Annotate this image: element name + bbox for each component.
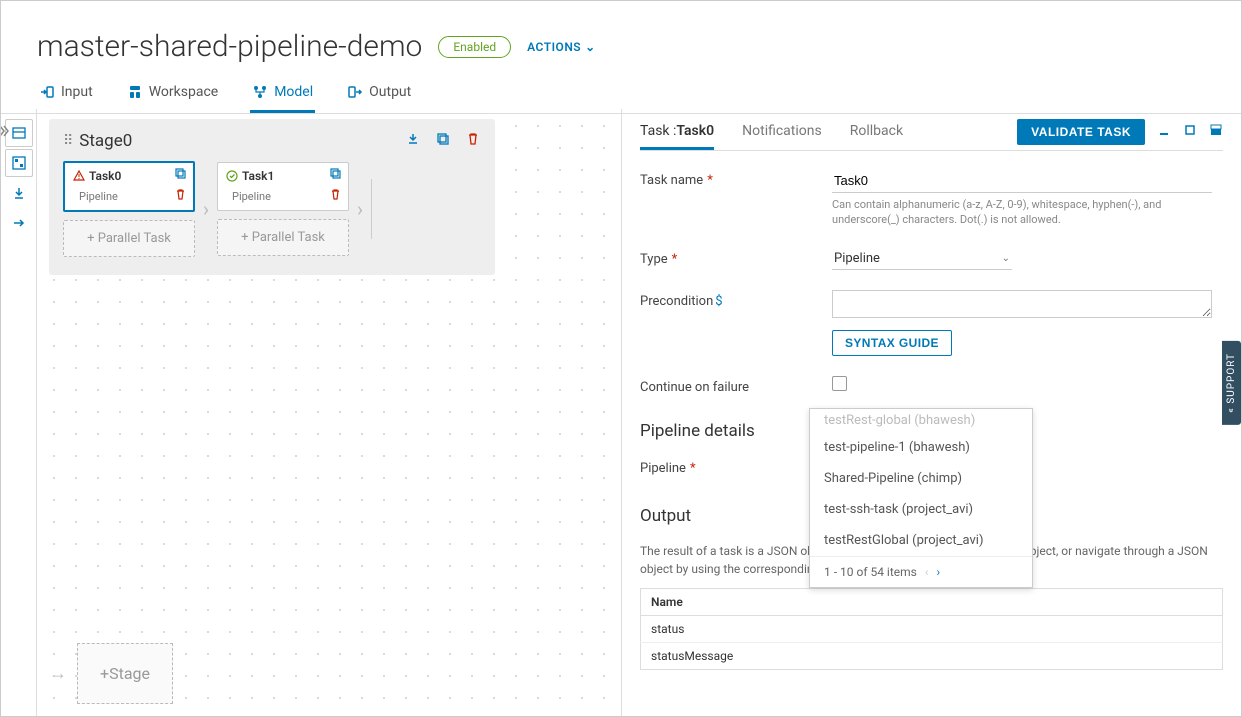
arrow-icon: →: [49, 663, 67, 684]
precondition-input[interactable]: [832, 290, 1212, 318]
task-copy-icon[interactable]: [329, 167, 342, 184]
arrow-icon: ›: [357, 197, 363, 221]
task-delete-icon[interactable]: [329, 188, 342, 205]
add-stage-button[interactable]: +Stage: [77, 643, 173, 704]
tab-output-label: Output: [369, 84, 411, 100]
precondition-label: Precondition$: [640, 290, 832, 356]
page-title: master-shared-pipeline-demo: [37, 29, 422, 64]
support-label: SUPPORT: [1226, 353, 1237, 404]
tab-model[interactable]: Model: [250, 76, 315, 113]
add-parallel-task-button[interactable]: + Parallel Task: [63, 220, 195, 257]
maximize-icon[interactable]: [1183, 123, 1197, 141]
panel-tab-task[interactable]: Task :Task0: [640, 119, 714, 150]
syntax-guide-button[interactable]: SYNTAX GUIDE: [832, 330, 952, 356]
rail-arrow-icon[interactable]: [5, 209, 33, 237]
type-label: Type*: [640, 248, 832, 270]
output-table: Name status statusMessage: [640, 588, 1223, 670]
chevron-down-icon: ⌄: [1002, 253, 1010, 264]
dropdown-item[interactable]: test-pipeline-1 (bhawesh): [810, 432, 1032, 463]
panel-tab-rollback[interactable]: Rollback: [850, 119, 903, 150]
stage-delete-icon[interactable]: [465, 131, 481, 151]
type-select[interactable]: Pipeline ⌄: [832, 248, 1012, 270]
pager-next-icon[interactable]: ›: [936, 565, 940, 579]
output-icon: [347, 84, 363, 100]
task-name-help: Can contain alphanumeric (a-z, A-Z, 0-9)…: [832, 197, 1212, 228]
dropdown-item[interactable]: test-ssh-task (project_avi): [810, 494, 1032, 525]
layout-icon[interactable]: [1209, 123, 1223, 141]
task-name: Task0: [89, 169, 121, 183]
dropdown-item[interactable]: testRest-global (bhawesh): [810, 409, 1032, 432]
add-parallel-task-button[interactable]: + Parallel Task: [217, 219, 349, 256]
dropdown-pagination: 1 - 10 of 54 items: [824, 565, 917, 579]
stage-end-icon: [371, 179, 372, 239]
table-row: statusMessage: [641, 642, 1223, 669]
dropdown-item[interactable]: Shared-Pipeline (chimp): [810, 463, 1032, 494]
ok-icon: [226, 170, 238, 182]
task-copy-icon[interactable]: [174, 167, 187, 184]
task-name-label: Task name*: [640, 169, 832, 228]
stage-title: Stage0: [79, 131, 132, 151]
panel-tab-task-prefix: Task :: [640, 123, 676, 139]
tab-input-label: Input: [61, 84, 93, 100]
task-name: Task1: [242, 169, 274, 183]
arrow-icon: ›: [203, 197, 209, 221]
continue-checkbox[interactable]: [832, 376, 847, 391]
support-tab[interactable]: « SUPPORT: [1222, 341, 1241, 425]
tab-workspace-label: Workspace: [149, 84, 219, 100]
dropdown-item[interactable]: testRestGlobal (project_avi): [810, 525, 1032, 556]
type-value: Pipeline: [834, 251, 880, 266]
rail-download-icon[interactable]: [5, 179, 33, 207]
validate-task-button[interactable]: VALIDATE TASK: [1017, 119, 1145, 145]
actions-menu[interactable]: ACTIONS ⌄: [527, 40, 596, 54]
task-card-task1[interactable]: Task1 Pipeline: [217, 162, 349, 211]
warning-icon: [73, 170, 85, 182]
continue-label: Continue on failure: [640, 376, 832, 395]
task-type-label: Pipeline: [232, 190, 271, 203]
status-badge: Enabled: [438, 36, 511, 58]
panel-tab-task-name: Task0: [676, 123, 714, 139]
pipeline-label: Pipeline*: [640, 457, 832, 480]
actions-label: ACTIONS: [527, 40, 581, 54]
input-icon: [39, 84, 55, 100]
rail-map-icon[interactable]: [5, 149, 33, 177]
tab-input[interactable]: Input: [37, 76, 95, 113]
drag-icon[interactable]: ⠿: [63, 133, 71, 149]
panel-tab-notifications[interactable]: Notifications: [742, 119, 822, 150]
workspace-icon: [127, 84, 143, 100]
task-type-label: Pipeline: [79, 190, 118, 203]
pipeline-dropdown: testRest-global (bhawesh) test-pipeline-…: [809, 408, 1033, 588]
minimize-icon[interactable]: [1157, 123, 1171, 141]
expand-icon[interactable]: [0, 123, 13, 141]
task-card-task0[interactable]: Task0 Pipeline: [63, 161, 195, 212]
tab-model-label: Model: [274, 84, 313, 100]
stage-download-icon[interactable]: [405, 131, 421, 151]
chevron-icon: «: [1226, 407, 1237, 413]
task-delete-icon[interactable]: [174, 188, 187, 205]
tab-output[interactable]: Output: [345, 76, 413, 113]
stage-copy-icon[interactable]: [435, 131, 451, 151]
pager-prev-icon[interactable]: ‹: [925, 565, 929, 579]
table-row: status: [641, 615, 1223, 642]
left-rail: [1, 109, 37, 716]
model-icon: [252, 84, 268, 100]
tab-workspace[interactable]: Workspace: [125, 76, 221, 113]
canvas[interactable]: ⠿ Stage0: [37, 109, 621, 716]
stage-card: ⠿ Stage0: [49, 119, 495, 275]
task-name-input[interactable]: [832, 169, 1212, 193]
chevron-down-icon: ⌄: [585, 40, 596, 54]
output-table-header: Name: [641, 588, 1223, 615]
